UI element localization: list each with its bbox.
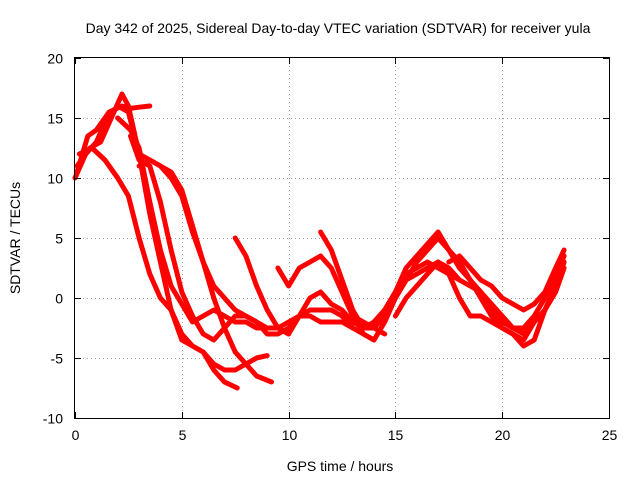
x-axis-label: GPS time / hours xyxy=(287,458,394,474)
series-line-4 xyxy=(74,103,153,175)
x-tick-label: 5 xyxy=(179,427,187,443)
plot-frame xyxy=(74,57,610,419)
x-tick-label: 10 xyxy=(282,427,298,443)
series-line-6 xyxy=(128,133,356,343)
data-series-group xyxy=(72,91,567,391)
y-tick-label: 10 xyxy=(47,171,63,187)
y-tick-label: -5 xyxy=(51,351,64,367)
x-tick-label: 25 xyxy=(602,427,618,443)
y-tick-label: 5 xyxy=(55,231,63,247)
x-tick-label: 0 xyxy=(72,427,80,443)
chart-title: Day 342 of 2025, Sidereal Day-to-day VTE… xyxy=(86,20,591,36)
series-line-7 xyxy=(136,157,377,343)
y-tick-label: 20 xyxy=(47,51,63,67)
series-line-2 xyxy=(74,91,274,385)
series-line-12 xyxy=(371,229,567,337)
y-tick-label: -10 xyxy=(43,411,63,427)
x-tick-label: 15 xyxy=(388,427,404,443)
gridlines xyxy=(75,58,609,418)
x-tick-label: 20 xyxy=(495,427,511,443)
axis-ticks: 0 5 10 15 20 25 -10 -5 0 5 10 15 20 xyxy=(43,51,618,444)
series-line-13 xyxy=(392,259,567,349)
y-axis-label: SDTVAR / TECUs xyxy=(7,182,23,294)
series-line-3 xyxy=(76,145,240,391)
series-line-9 xyxy=(275,253,462,343)
y-tick-label: 0 xyxy=(55,291,63,307)
series-line-14 xyxy=(446,247,567,313)
y-tick-label: 15 xyxy=(47,111,63,127)
